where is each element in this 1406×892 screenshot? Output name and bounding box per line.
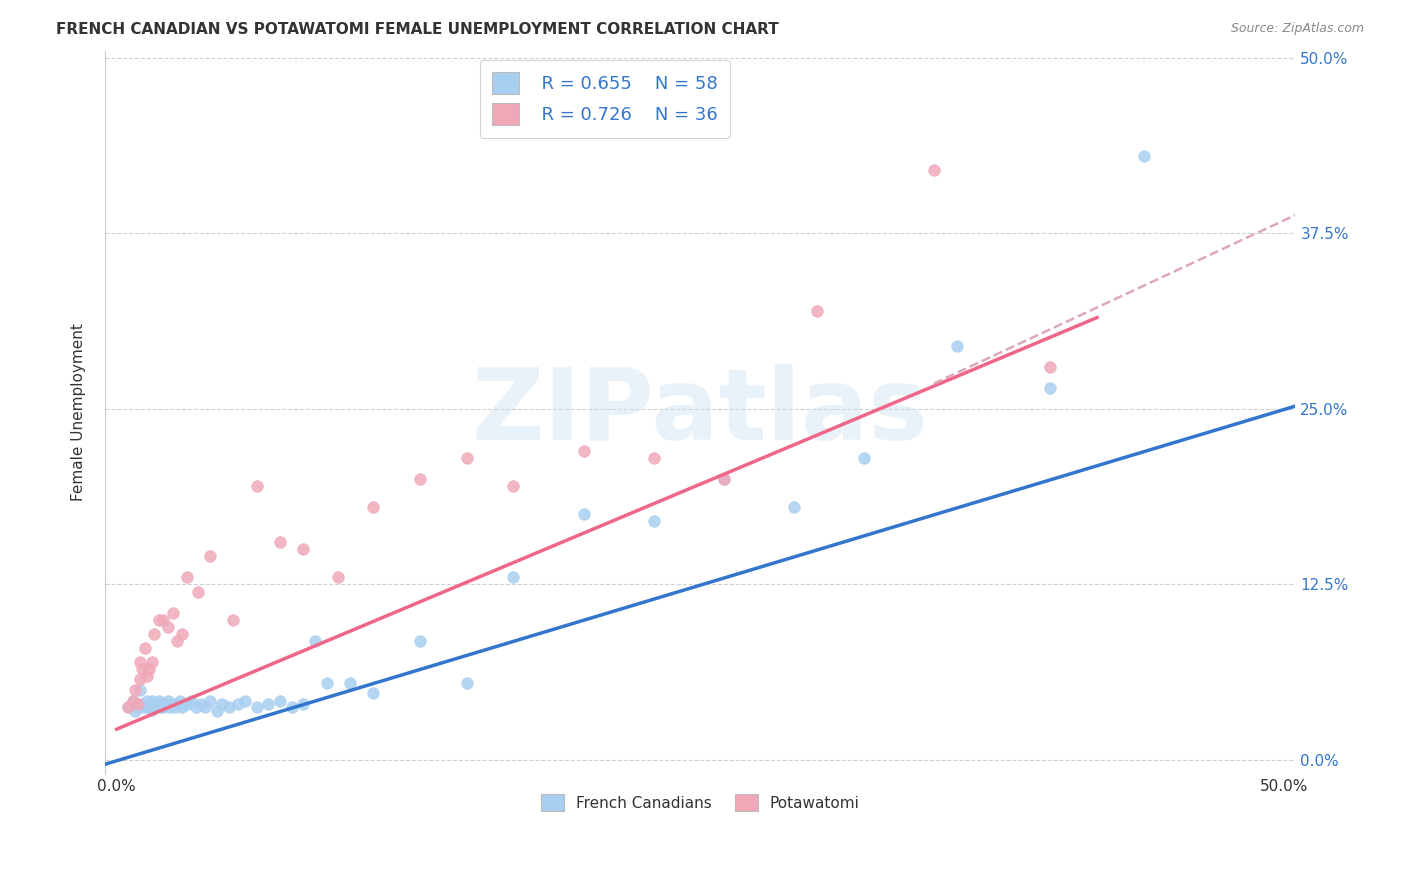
Point (198, 694, 221, 708)
Point (187, 584, 209, 599)
Point (152, 697, 174, 711)
Point (643, 514, 665, 528)
Point (409, 633, 432, 648)
Point (152, 699, 174, 714)
Point (170, 626, 193, 640)
Point (156, 619, 179, 633)
Point (292, 542, 315, 557)
Point (145, 699, 167, 714)
Point (166, 633, 188, 648)
Point (194, 699, 217, 714)
Point (946, 339, 969, 353)
Point (184, 699, 207, 714)
Point (456, 451, 478, 466)
Point (269, 694, 291, 708)
Point (315, 675, 337, 690)
Point (134, 640, 156, 655)
Point (129, 655, 152, 669)
Point (127, 697, 149, 711)
Point (222, 613, 245, 627)
Point (159, 699, 181, 714)
Point (117, 699, 139, 714)
Point (148, 694, 170, 708)
Point (162, 606, 184, 620)
Point (124, 704, 146, 718)
Point (143, 697, 166, 711)
Point (363, 500, 385, 515)
Point (127, 697, 149, 711)
Point (292, 697, 315, 711)
Point (304, 633, 326, 648)
Text: ZIPatlas: ZIPatlas (472, 364, 928, 461)
Point (806, 303, 828, 318)
Point (148, 697, 170, 711)
Point (218, 699, 240, 714)
Point (122, 694, 145, 708)
Point (713, 472, 735, 486)
Legend: French Canadians, Potawatomi: French Canadians, Potawatomi (534, 789, 866, 817)
Point (246, 479, 269, 493)
Point (1039, 359, 1062, 374)
Point (170, 699, 193, 714)
Point (456, 675, 478, 690)
Point (143, 626, 166, 640)
Point (328, 570, 350, 584)
Point (572, 508, 595, 522)
Point (129, 672, 152, 686)
Point (131, 662, 153, 676)
Point (269, 535, 291, 549)
Point (131, 697, 153, 711)
Point (141, 655, 163, 669)
Point (246, 699, 269, 714)
Point (129, 699, 152, 714)
Point (176, 697, 198, 711)
Point (190, 697, 212, 711)
Point (136, 694, 159, 708)
Point (502, 479, 524, 493)
Point (363, 686, 385, 700)
Point (339, 675, 361, 690)
Point (163, 699, 186, 714)
Point (713, 472, 735, 486)
Point (122, 694, 145, 708)
Point (782, 500, 804, 515)
Point (643, 451, 665, 466)
Point (280, 699, 302, 714)
Point (257, 697, 280, 711)
Point (138, 699, 160, 714)
Point (852, 451, 875, 466)
Point (211, 697, 233, 711)
Text: Source: ZipAtlas.com: Source: ZipAtlas.com (1230, 22, 1364, 36)
Point (180, 694, 202, 708)
Point (141, 702, 163, 716)
Point (922, 163, 945, 178)
Point (136, 669, 159, 683)
Point (117, 699, 139, 714)
Point (148, 613, 170, 627)
Point (572, 444, 595, 458)
Point (169, 694, 191, 708)
Point (205, 704, 228, 718)
Point (198, 549, 221, 564)
Point (176, 570, 198, 584)
Point (124, 682, 146, 697)
Point (138, 662, 160, 676)
Point (152, 613, 174, 627)
Point (233, 694, 256, 708)
Point (409, 472, 432, 486)
Point (155, 697, 177, 711)
Point (166, 697, 188, 711)
Point (141, 694, 163, 708)
Point (150, 699, 173, 714)
Text: FRENCH CANADIAN VS POTAWATOMI FEMALE UNEMPLOYMENT CORRELATION CHART: FRENCH CANADIAN VS POTAWATOMI FEMALE UNE… (56, 22, 779, 37)
Point (134, 699, 156, 714)
Point (162, 697, 184, 711)
Point (156, 694, 179, 708)
Point (1132, 149, 1154, 163)
Point (502, 570, 524, 584)
Y-axis label: Female Unemployment: Female Unemployment (72, 324, 86, 501)
Point (129, 682, 152, 697)
Point (226, 697, 249, 711)
Point (1039, 381, 1062, 395)
